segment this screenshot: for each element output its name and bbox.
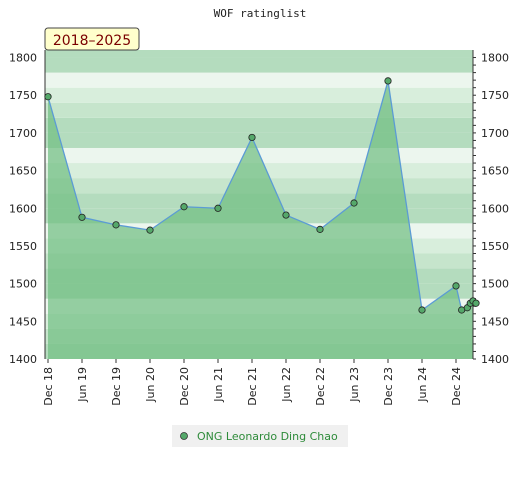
rating-area bbox=[48, 80, 473, 360]
data-point bbox=[384, 77, 392, 85]
data-point bbox=[282, 211, 290, 219]
x-tick-label: Jun 20 bbox=[144, 367, 157, 403]
y-tick-label-right: 1400 bbox=[481, 353, 509, 366]
data-point bbox=[146, 226, 154, 234]
background-band bbox=[45, 72, 473, 88]
y-tick-label-right: 1750 bbox=[481, 89, 509, 102]
y-tick-label-right: 1800 bbox=[481, 52, 509, 65]
background-band bbox=[45, 102, 473, 118]
data-point bbox=[452, 282, 460, 290]
data-point bbox=[316, 225, 324, 233]
x-tick-label: Jun 19 bbox=[76, 367, 89, 403]
data-points bbox=[44, 77, 480, 314]
background-band bbox=[45, 132, 473, 148]
y-tick-label-right: 1650 bbox=[481, 165, 509, 178]
y-tick-label-left: 1550 bbox=[9, 240, 37, 253]
y-tick-label-right: 1600 bbox=[481, 202, 509, 215]
x-tick-label: Dec 24 bbox=[450, 367, 463, 406]
x-tick-label: Jun 23 bbox=[348, 367, 361, 403]
y-tick-label-left: 1450 bbox=[9, 315, 37, 328]
period-badge: 2018–2025 bbox=[44, 27, 140, 51]
x-tick-label: Jun 21 bbox=[212, 367, 225, 403]
period-label: 2018–2025 bbox=[53, 33, 131, 49]
data-point bbox=[44, 93, 52, 101]
x-tick-label: Jun 22 bbox=[280, 367, 293, 403]
x-tick-label: Dec 23 bbox=[382, 367, 395, 406]
x-tick-label: Dec 18 bbox=[42, 367, 55, 406]
x-tick-label: Dec 19 bbox=[110, 367, 123, 406]
data-point bbox=[248, 133, 256, 142]
axes: 1400 1400 1450 1450 1500 1500 1550 1550 1600 1600… bbox=[9, 50, 509, 406]
background-band bbox=[45, 117, 473, 133]
y-tick-label-right: 1450 bbox=[481, 315, 509, 328]
x-tick-label: Dec 22 bbox=[314, 367, 327, 406]
data-point bbox=[472, 299, 480, 307]
x-tick-label: Dec 20 bbox=[178, 367, 191, 406]
x-tick-label: Jun 24 bbox=[416, 367, 429, 403]
x-tick-label: Dec 21 bbox=[246, 367, 259, 406]
y-tick-label-left: 1600 bbox=[9, 202, 37, 215]
data-point bbox=[214, 204, 222, 212]
data-point bbox=[78, 213, 86, 221]
legend-marker bbox=[180, 432, 188, 440]
background-band bbox=[45, 87, 473, 103]
data-point bbox=[418, 306, 426, 314]
rating-area-fill bbox=[48, 80, 473, 360]
legend-label: ONG Leonardo Ding Chao bbox=[197, 430, 338, 443]
y-tick-label-right: 1550 bbox=[481, 240, 509, 253]
background-band bbox=[45, 57, 473, 73]
y-tick-label-right: 1700 bbox=[481, 127, 509, 140]
y-tick-label-left: 1500 bbox=[9, 278, 37, 291]
chart-title: WOF ratinglist bbox=[214, 7, 307, 20]
y-tick-label-left: 1650 bbox=[9, 165, 37, 178]
y-tick-label-left: 1400 bbox=[9, 353, 37, 366]
legend: ONG Leonardo Ding Chao bbox=[172, 425, 348, 447]
background-band bbox=[45, 50, 473, 58]
y-tick-label-left: 1800 bbox=[9, 52, 37, 65]
data-point bbox=[112, 221, 120, 229]
y-tick-label-left: 1700 bbox=[9, 127, 37, 140]
data-point bbox=[350, 199, 358, 207]
data-point bbox=[180, 203, 188, 211]
y-tick-label-left: 1750 bbox=[9, 89, 37, 102]
y-tick-label-right: 1500 bbox=[481, 278, 509, 291]
